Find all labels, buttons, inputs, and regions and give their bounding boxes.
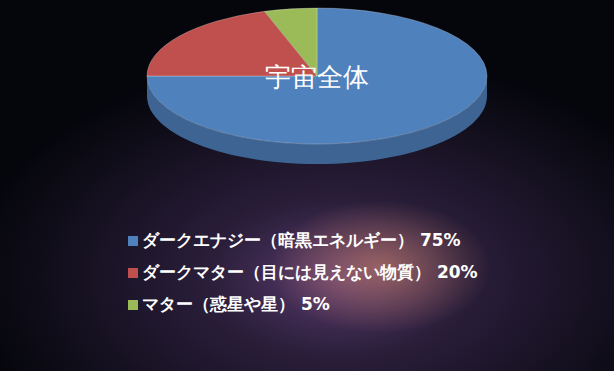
legend-swatch: [128, 236, 138, 246]
legend: ダークエナジー（暗黒エネルギー） 75% ダークマター（目には見えない物質） 20…: [128, 230, 478, 314]
chart-title: 宇宙全体: [265, 62, 369, 92]
legend-swatch: [128, 268, 138, 278]
background-glow: [0, 0, 614, 371]
pie-plot: [147, 8, 487, 164]
legend-swatch: [128, 300, 138, 310]
legend-label: ダークエナジー（暗黒エネルギー） 75%: [142, 230, 461, 250]
pie-top: [147, 8, 487, 144]
pie-slice: [147, 8, 487, 144]
chart-svg: 宇宙全体ダークエナジー（暗黒エネルギー） 75% ダークマター（目には見えない物質…: [0, 0, 614, 371]
background: [0, 0, 614, 371]
legend-label: マター（惑星や星） 5%: [142, 294, 330, 314]
legend-label: ダークマター（目には見えない物質） 20%: [142, 262, 478, 282]
